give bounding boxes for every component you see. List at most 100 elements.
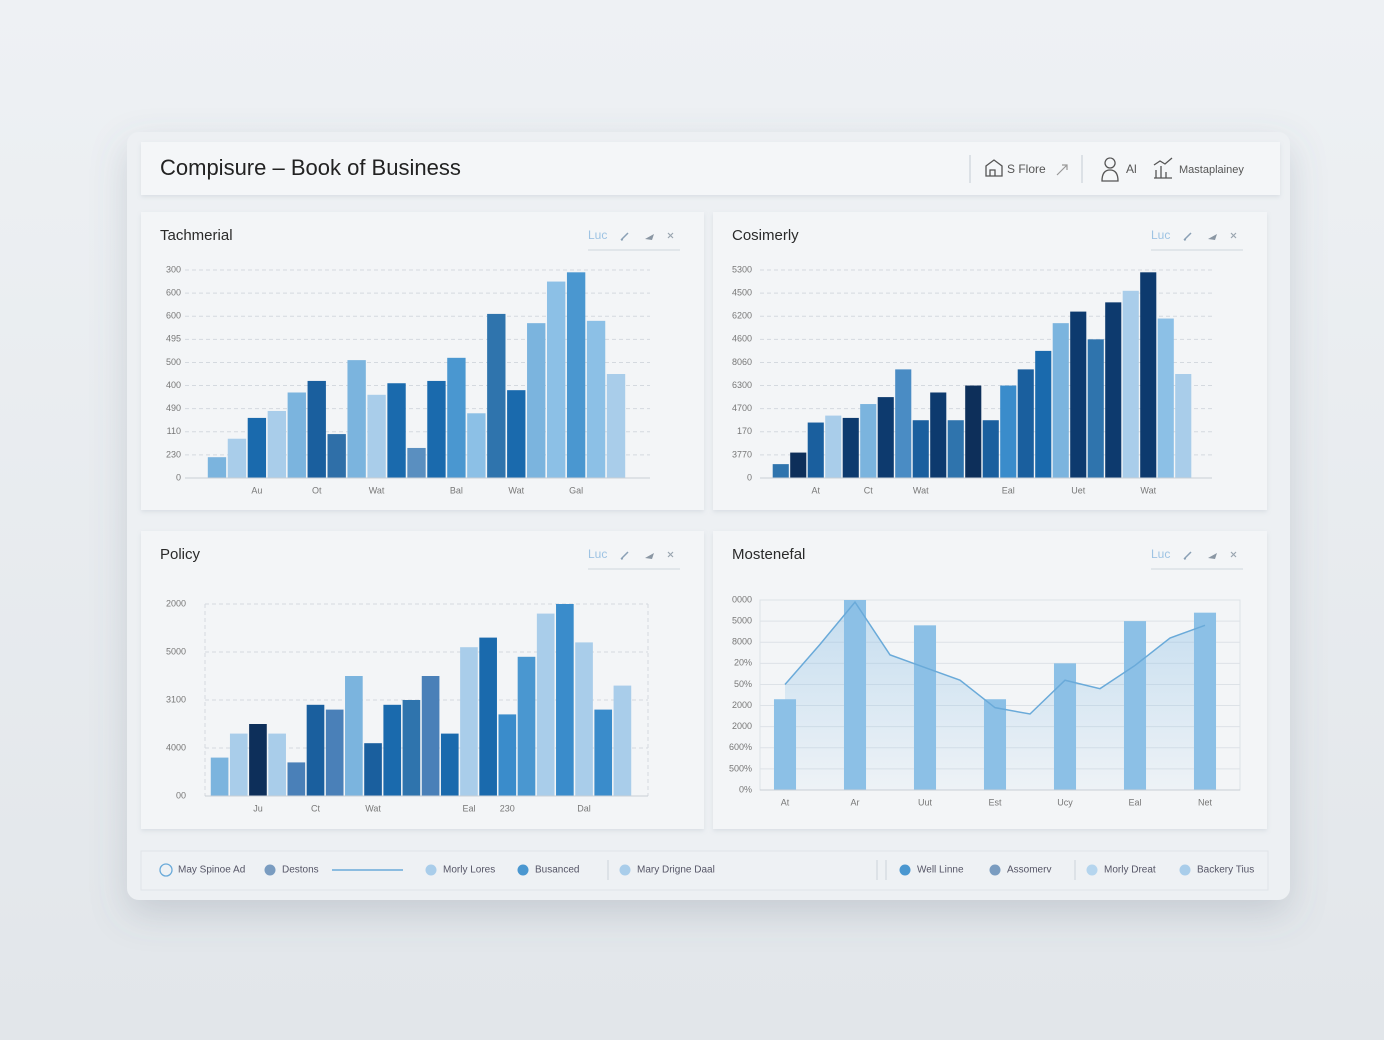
y-tick-label: 5000 bbox=[732, 615, 752, 625]
bar bbox=[594, 709, 613, 796]
bar bbox=[772, 464, 789, 478]
bar bbox=[517, 656, 536, 796]
bar bbox=[479, 637, 497, 796]
bar bbox=[440, 733, 459, 796]
close-icon[interactable] bbox=[1230, 551, 1237, 558]
panel-title: Mostenefal bbox=[732, 546, 805, 563]
bar bbox=[1105, 302, 1122, 478]
area bbox=[785, 602, 1205, 790]
share-icon[interactable] bbox=[1208, 234, 1217, 240]
bar bbox=[383, 704, 402, 796]
legend-marker bbox=[989, 864, 1001, 876]
panel-title: Cosimerly bbox=[732, 227, 799, 244]
share-icon[interactable] bbox=[645, 553, 654, 559]
home-icon bbox=[985, 159, 1003, 177]
y-tick-label: 00 bbox=[176, 790, 186, 800]
x-tick-label: Wat bbox=[1140, 485, 1156, 495]
legend-bar bbox=[140, 850, 1269, 891]
bar bbox=[1175, 374, 1192, 478]
bar bbox=[249, 724, 267, 796]
bar bbox=[1035, 350, 1052, 478]
legend-marker bbox=[517, 864, 529, 876]
bar bbox=[487, 313, 506, 478]
panel-control[interactable]: Luc bbox=[588, 547, 607, 561]
bar bbox=[912, 420, 929, 478]
share-icon[interactable] bbox=[1208, 553, 1217, 559]
edit-icon[interactable] bbox=[1183, 232, 1192, 241]
x-tick-label: Ot bbox=[312, 485, 322, 495]
y-tick-label: 8000 bbox=[732, 637, 752, 647]
bar bbox=[842, 417, 859, 478]
bar bbox=[210, 757, 229, 796]
bar bbox=[1157, 318, 1174, 478]
bar bbox=[586, 320, 606, 478]
legend-label[interactable]: Well Linne bbox=[917, 865, 964, 876]
x-tick-label: Ct bbox=[864, 485, 873, 495]
y-tick-label: 0% bbox=[739, 784, 752, 794]
x-tick-label: 230 bbox=[500, 803, 515, 813]
bar bbox=[367, 394, 386, 478]
header-action[interactable]: S Flore bbox=[1007, 162, 1046, 176]
edit-icon[interactable] bbox=[1183, 551, 1192, 560]
header-action[interactable]: Mastaplainey bbox=[1179, 164, 1244, 176]
bar bbox=[268, 733, 286, 796]
x-tick-label: Wat bbox=[365, 803, 381, 813]
x-tick-label: Bal bbox=[450, 485, 463, 495]
x-tick-label: Eal bbox=[1002, 485, 1015, 495]
panel-control[interactable]: Luc bbox=[1151, 228, 1170, 242]
legend-label[interactable]: Busanced bbox=[535, 865, 579, 876]
legend-marker bbox=[264, 864, 276, 876]
legend-label[interactable]: May Spinoe Ad bbox=[178, 865, 245, 876]
bar bbox=[447, 357, 466, 478]
arrow-icon bbox=[1056, 164, 1068, 176]
edit-icon[interactable] bbox=[620, 551, 629, 560]
x-tick-label: Uet bbox=[1071, 485, 1086, 495]
legend-label[interactable]: Backery Tius bbox=[1197, 865, 1254, 876]
edit-icon[interactable] bbox=[620, 232, 629, 241]
bar bbox=[527, 323, 546, 478]
bar bbox=[364, 743, 382, 796]
y-tick-label: 2000 bbox=[166, 598, 186, 608]
y-tick-label: 300 bbox=[166, 264, 181, 274]
y-tick-label: 490 bbox=[166, 403, 181, 413]
legend-label[interactable]: Morly Dreat bbox=[1104, 865, 1156, 876]
y-tick-label: 4500 bbox=[732, 287, 752, 297]
y-tick-label: 4700 bbox=[732, 403, 752, 413]
y-tick-label: 6300 bbox=[732, 380, 752, 390]
legend-label[interactable]: Morly Lores bbox=[443, 865, 495, 876]
y-tick-label: 4600 bbox=[732, 334, 752, 344]
share-icon[interactable] bbox=[645, 234, 654, 240]
bar bbox=[327, 434, 346, 478]
x-tick-label: Au bbox=[251, 485, 262, 495]
x-tick-label: Ucy bbox=[1057, 797, 1073, 807]
bar bbox=[546, 281, 566, 478]
x-tick-label: Uut bbox=[918, 797, 933, 807]
bar bbox=[877, 397, 894, 478]
y-tick-label: 5000 bbox=[166, 646, 186, 656]
bar bbox=[807, 422, 824, 478]
y-tick-label: 3100 bbox=[166, 694, 186, 704]
bar bbox=[982, 420, 999, 478]
bar bbox=[345, 676, 363, 796]
close-icon[interactable] bbox=[667, 232, 674, 239]
legend-label[interactable]: Destons bbox=[282, 865, 319, 876]
y-tick-label: 0 bbox=[747, 472, 752, 482]
legend-label[interactable]: Assomerv bbox=[1007, 865, 1051, 876]
bar bbox=[498, 714, 517, 796]
y-tick-label: 20% bbox=[734, 658, 752, 668]
panel-control[interactable]: Luc bbox=[1151, 547, 1170, 561]
bar bbox=[427, 380, 446, 478]
line bbox=[784, 600, 1206, 715]
close-icon[interactable] bbox=[1230, 232, 1237, 239]
panel-control[interactable]: Luc bbox=[588, 228, 607, 242]
y-tick-label: 4000 bbox=[166, 742, 186, 752]
x-tick-label: At bbox=[781, 797, 790, 807]
y-tick-label: 600% bbox=[729, 742, 752, 752]
close-icon[interactable] bbox=[667, 551, 674, 558]
bar bbox=[347, 360, 366, 478]
y-tick-label: 500% bbox=[729, 763, 752, 773]
header-action[interactable]: Al bbox=[1126, 162, 1137, 176]
bar bbox=[467, 413, 486, 478]
legend-label[interactable]: Mary Drigne Daal bbox=[637, 865, 715, 876]
